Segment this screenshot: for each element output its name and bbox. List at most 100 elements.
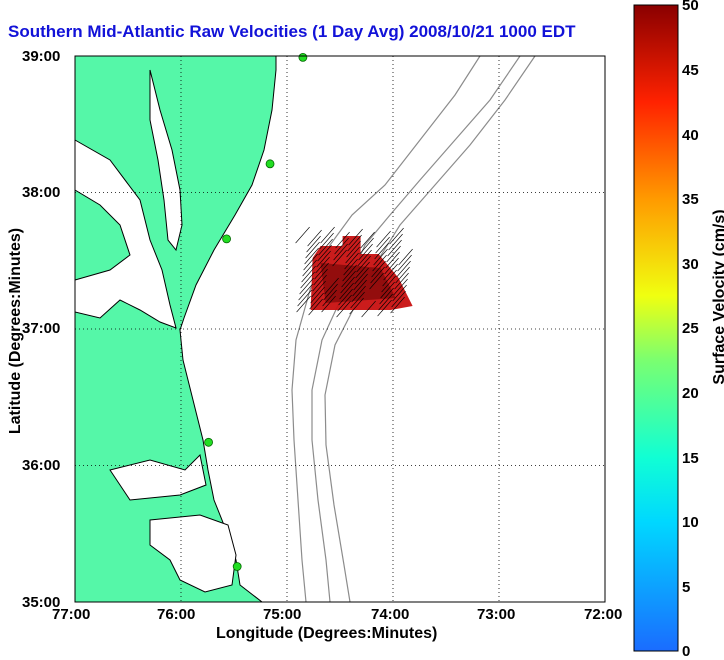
velocity-vector — [393, 278, 408, 296]
velocity-vector — [313, 268, 328, 286]
velocity-vector — [378, 293, 393, 311]
velocity-vector — [380, 281, 395, 299]
velocity-vector — [347, 234, 362, 252]
colorbar-tick: 0 — [682, 643, 691, 660]
velocity-vector — [396, 260, 411, 278]
map-title: Southern Mid-Atlantic Raw Velocities (1 … — [8, 22, 576, 41]
y-tick-label: 36:00 — [22, 457, 61, 474]
velocity-vector — [332, 249, 347, 267]
velocity-vector — [379, 287, 394, 305]
x-tick-label: 73:00 — [477, 606, 516, 623]
velocity-vector — [299, 277, 314, 295]
velocity-vector — [394, 272, 409, 290]
velocity-vector — [357, 249, 372, 267]
y-tick-label: 39:00 — [22, 48, 61, 65]
velocity-vector — [321, 295, 336, 313]
colorbar-tick: 10 — [682, 514, 699, 531]
velocity-vector — [348, 228, 363, 246]
velocity-vector — [344, 252, 359, 270]
velocity-vector — [304, 247, 319, 265]
velocity-vector — [334, 237, 349, 255]
velocity-vector — [346, 240, 361, 258]
velocity-vector — [309, 292, 324, 310]
velocity-vector — [390, 296, 405, 314]
velocity-vector — [300, 271, 315, 289]
velocity-vector — [295, 226, 310, 244]
velocity-vector — [305, 241, 320, 259]
velocity-vector — [373, 248, 388, 266]
velocity-vector — [382, 269, 397, 287]
colorbar — [633, 4, 679, 652]
velocity-vector — [351, 285, 366, 303]
x-tick-label: 76:00 — [157, 606, 196, 623]
station-marker — [204, 437, 213, 447]
y-tick-label: 37:00 — [22, 320, 61, 337]
velocity-vector — [297, 289, 312, 307]
x-tick-label: 75:00 — [263, 606, 302, 623]
velocity-vector — [356, 255, 371, 273]
velocity-vector — [375, 236, 390, 254]
velocity-vector — [389, 227, 404, 245]
velocity-vector — [311, 280, 326, 298]
albemarle-sound — [109, 453, 207, 501]
velocity-vector — [323, 283, 338, 301]
velocity-vector — [360, 231, 375, 249]
station-markers — [204, 52, 308, 571]
colorbar-tick: 35 — [682, 191, 699, 208]
velocity-vector — [371, 260, 386, 278]
velocity-vector — [303, 253, 318, 271]
velocity-vector — [342, 264, 357, 282]
velocity-vector — [340, 276, 355, 294]
velocity-vector — [343, 258, 358, 276]
velocity-vector — [312, 274, 327, 292]
y-tick-label: 38:00 — [22, 184, 61, 201]
velocity-vector — [306, 235, 321, 253]
velocity-vector — [386, 245, 401, 263]
velocity-vector — [317, 244, 332, 262]
velocity-vector — [397, 254, 412, 272]
station-marker — [298, 52, 308, 62]
plot-frame — [74, 55, 606, 603]
velocity-vector — [358, 243, 373, 261]
velocity-vector — [353, 273, 368, 291]
velocity-vector — [322, 289, 337, 307]
velocity-vector — [381, 275, 396, 293]
velocity-vector — [350, 291, 365, 309]
velocity-vector — [336, 300, 351, 318]
velocity-vector — [298, 283, 313, 301]
velocity-vector — [296, 295, 311, 313]
velocity-vector — [302, 259, 317, 277]
velocity-vector — [392, 284, 407, 302]
x-tick-label: 77:00 — [52, 606, 91, 623]
velocity-vector — [376, 230, 391, 248]
velocity-vector — [308, 298, 323, 316]
x-axis-label: Longitude (Degrees:Minutes) — [216, 625, 438, 642]
velocity-vector — [388, 233, 403, 251]
velocity-vector — [385, 251, 400, 269]
velocity-speed-core — [320, 263, 396, 304]
depth-contour — [291, 55, 481, 603]
velocity-vector — [384, 257, 399, 275]
velocity-vector — [355, 261, 370, 279]
y-axis-label: Latitude (Degrees:Minutes) — [7, 227, 24, 435]
velocity-vector — [383, 263, 398, 281]
colorbar-tick: 45 — [682, 62, 699, 79]
velocity-vector — [374, 242, 389, 260]
colorbar-tick: 30 — [682, 256, 699, 273]
chesapeake-bay — [74, 139, 177, 329]
velocity-field — [295, 226, 413, 318]
colorbar-tick: 20 — [682, 385, 699, 402]
velocity-vector — [391, 290, 406, 308]
velocity-vector — [333, 243, 348, 261]
velocity-vector — [372, 254, 387, 272]
velocity-vector — [398, 248, 413, 266]
velocity-vector — [361, 300, 376, 318]
y-tick-label: 35:00 — [22, 594, 61, 611]
colorbar-tick: 5 — [682, 579, 691, 596]
velocity-vector — [359, 237, 374, 255]
velocity-vector — [338, 288, 353, 306]
velocity-vector — [301, 265, 316, 283]
colorbar-tick: 50 — [682, 0, 699, 14]
velocity-vector — [369, 272, 384, 290]
velocity-vector — [387, 239, 402, 257]
